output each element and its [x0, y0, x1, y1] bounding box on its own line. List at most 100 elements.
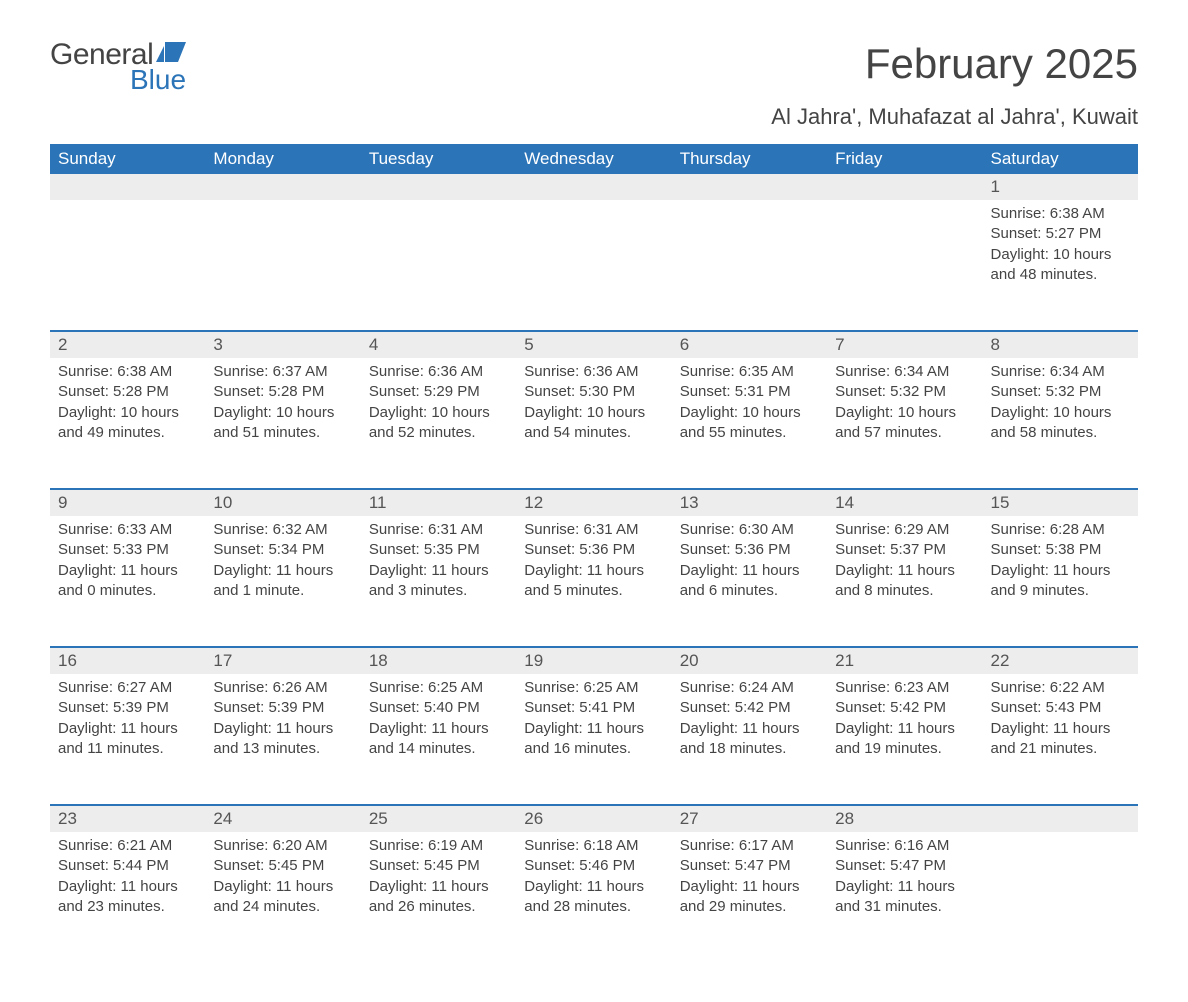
sunset-line: Sunset: 5:47 PM [680, 856, 819, 876]
day-detail-cell: Sunrise: 6:23 AMSunset: 5:42 PMDaylight:… [827, 674, 982, 805]
sunset-line: Sunset: 5:33 PM [58, 540, 197, 560]
sunrise-line: Sunrise: 6:38 AM [58, 362, 197, 382]
sunrise-line: Sunrise: 6:29 AM [835, 520, 974, 540]
day-detail-cell [983, 832, 1138, 962]
sunset-line: Sunset: 5:36 PM [524, 540, 663, 560]
day-number-cell: 18 [361, 647, 516, 674]
daylight-line: Daylight: 10 hours and 57 minutes. [835, 403, 974, 444]
daylight-line: Daylight: 11 hours and 11 minutes. [58, 719, 197, 760]
day-detail-cell: Sunrise: 6:20 AMSunset: 5:45 PMDaylight:… [205, 832, 360, 962]
sunset-line: Sunset: 5:36 PM [680, 540, 819, 560]
day-detail-cell: Sunrise: 6:21 AMSunset: 5:44 PMDaylight:… [50, 832, 205, 962]
sunset-line: Sunset: 5:46 PM [524, 856, 663, 876]
sunrise-line: Sunrise: 6:37 AM [213, 362, 352, 382]
day-detail-cell: Sunrise: 6:37 AMSunset: 5:28 PMDaylight:… [205, 358, 360, 489]
sunrise-line: Sunrise: 6:30 AM [680, 520, 819, 540]
day-detail-cell: Sunrise: 6:30 AMSunset: 5:36 PMDaylight:… [672, 516, 827, 647]
day-number-cell: 5 [516, 331, 671, 358]
daylight-line: Daylight: 11 hours and 19 minutes. [835, 719, 974, 760]
daylight-line: Daylight: 11 hours and 31 minutes. [835, 877, 974, 918]
location-subtitle: Al Jahra', Muhafazat al Jahra', Kuwait [50, 104, 1138, 130]
day-detail-cell: Sunrise: 6:22 AMSunset: 5:43 PMDaylight:… [983, 674, 1138, 805]
daylight-line: Daylight: 11 hours and 29 minutes. [680, 877, 819, 918]
daylight-line: Daylight: 11 hours and 5 minutes. [524, 561, 663, 602]
daylight-line: Daylight: 10 hours and 58 minutes. [991, 403, 1130, 444]
week-detail-row: Sunrise: 6:21 AMSunset: 5:44 PMDaylight:… [50, 832, 1138, 962]
day-detail-cell: Sunrise: 6:33 AMSunset: 5:33 PMDaylight:… [50, 516, 205, 647]
day-detail-cell: Sunrise: 6:25 AMSunset: 5:41 PMDaylight:… [516, 674, 671, 805]
sunrise-line: Sunrise: 6:32 AM [213, 520, 352, 540]
day-detail-cell [50, 200, 205, 331]
day-number-cell: 4 [361, 331, 516, 358]
daylight-line: Daylight: 11 hours and 23 minutes. [58, 877, 197, 918]
day-number-cell [205, 174, 360, 200]
day-number-cell: 13 [672, 489, 827, 516]
day-detail-cell: Sunrise: 6:38 AMSunset: 5:28 PMDaylight:… [50, 358, 205, 489]
day-number-cell [672, 174, 827, 200]
daylight-line: Daylight: 11 hours and 9 minutes. [991, 561, 1130, 602]
daylight-line: Daylight: 11 hours and 0 minutes. [58, 561, 197, 602]
sunset-line: Sunset: 5:43 PM [991, 698, 1130, 718]
sunrise-line: Sunrise: 6:25 AM [524, 678, 663, 698]
sunrise-line: Sunrise: 6:27 AM [58, 678, 197, 698]
daylight-line: Daylight: 11 hours and 6 minutes. [680, 561, 819, 602]
day-detail-cell [516, 200, 671, 331]
day-detail-cell: Sunrise: 6:17 AMSunset: 5:47 PMDaylight:… [672, 832, 827, 962]
sunset-line: Sunset: 5:28 PM [213, 382, 352, 402]
week-detail-row: Sunrise: 6:33 AMSunset: 5:33 PMDaylight:… [50, 516, 1138, 647]
week-detail-row: Sunrise: 6:27 AMSunset: 5:39 PMDaylight:… [50, 674, 1138, 805]
daylight-line: Daylight: 11 hours and 16 minutes. [524, 719, 663, 760]
week-number-row: 9101112131415 [50, 489, 1138, 516]
day-number-cell [361, 174, 516, 200]
day-detail-cell: Sunrise: 6:18 AMSunset: 5:46 PMDaylight:… [516, 832, 671, 962]
sunrise-line: Sunrise: 6:31 AM [524, 520, 663, 540]
daylight-line: Daylight: 11 hours and 28 minutes. [524, 877, 663, 918]
sunset-line: Sunset: 5:27 PM [991, 224, 1130, 244]
sunrise-line: Sunrise: 6:17 AM [680, 836, 819, 856]
day-detail-cell: Sunrise: 6:36 AMSunset: 5:30 PMDaylight:… [516, 358, 671, 489]
day-detail-cell: Sunrise: 6:31 AMSunset: 5:35 PMDaylight:… [361, 516, 516, 647]
day-number-cell: 10 [205, 489, 360, 516]
sunset-line: Sunset: 5:45 PM [213, 856, 352, 876]
day-number-cell: 24 [205, 805, 360, 832]
sunrise-line: Sunrise: 6:28 AM [991, 520, 1130, 540]
day-detail-cell: Sunrise: 6:26 AMSunset: 5:39 PMDaylight:… [205, 674, 360, 805]
sunset-line: Sunset: 5:47 PM [835, 856, 974, 876]
sunrise-line: Sunrise: 6:21 AM [58, 836, 197, 856]
week-detail-row: Sunrise: 6:38 AM Sunset: 5:28 PM Daylight:… [50, 358, 1138, 489]
sunset-line: Sunset: 5:32 PM [991, 382, 1130, 402]
day-number-cell: 28 [827, 805, 982, 832]
day-detail-cell [361, 200, 516, 331]
sunset-line: Sunset: 5:44 PM [58, 856, 197, 876]
week-number-row: 2345678 [50, 331, 1138, 358]
sunset-line: Sunset: 5:38 PM [991, 540, 1130, 560]
day-detail-cell [205, 200, 360, 331]
day-number-cell: 20 [672, 647, 827, 674]
day-number-cell: 27 [672, 805, 827, 832]
day-detail-cell: Sunrise: 6:35 AMSunset: 5:31 PMDaylight:… [672, 358, 827, 489]
daylight-line: Daylight: 11 hours and 24 minutes. [213, 877, 352, 918]
day-number-cell: 17 [205, 647, 360, 674]
daylight-line: Daylight: 11 hours and 3 minutes. [369, 561, 508, 602]
sunrise-line: Sunrise: 6:19 AM [369, 836, 508, 856]
sunset-line: Sunset: 5:41 PM [524, 698, 663, 718]
day-number-cell: 7 [827, 331, 982, 358]
sunrise-line: Sunrise: 6:22 AM [991, 678, 1130, 698]
sunrise-line: Sunrise: 6:25 AM [369, 678, 508, 698]
day-number-cell: 9 [50, 489, 205, 516]
day-detail-cell: Sunrise: 6:28 AMSunset: 5:38 PMDaylight:… [983, 516, 1138, 647]
sunset-line: Sunset: 5:29 PM [369, 382, 508, 402]
sunset-line: Sunset: 5:31 PM [680, 382, 819, 402]
daylight-line: Daylight: 10 hours and 55 minutes. [680, 403, 819, 444]
day-detail-cell: Sunrise: 6:34 AMSunset: 5:32 PMDaylight:… [983, 358, 1138, 489]
day-header: Sunday [50, 144, 205, 174]
day-number-cell [827, 174, 982, 200]
daylight-line: Daylight: 10 hours and 49 minutes. [58, 403, 197, 444]
day-number-cell: 26 [516, 805, 671, 832]
sunset-line: Sunset: 5:34 PM [213, 540, 352, 560]
week-number-row: 1 [50, 174, 1138, 200]
day-number-cell [50, 174, 205, 200]
sunrise-line: Sunrise: 6:26 AM [213, 678, 352, 698]
daylight-line: Daylight: 10 hours and 48 minutes. [991, 245, 1130, 286]
sunrise-line: Sunrise: 6:16 AM [835, 836, 974, 856]
